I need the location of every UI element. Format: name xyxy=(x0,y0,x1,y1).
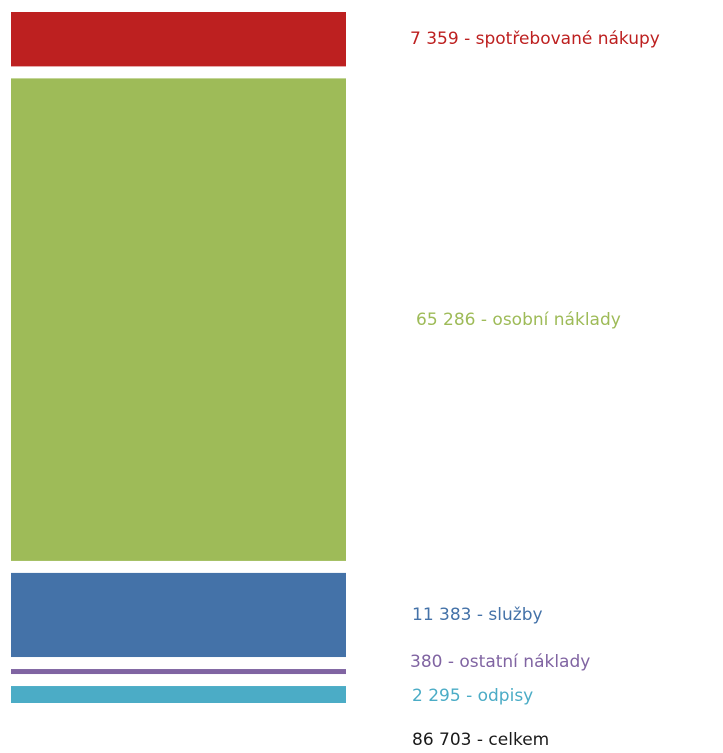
bar-label: 380 - ostatní náklady xyxy=(410,652,591,672)
bar-label: 65 286 - osobní náklady xyxy=(416,309,621,330)
bar-label: 2 295 - odpisy xyxy=(412,686,534,706)
bar-segment xyxy=(11,686,346,703)
bar-segment xyxy=(11,669,346,675)
bar-label: 11 383 - služby xyxy=(412,604,543,625)
bar-segment xyxy=(11,572,346,658)
bar-segment xyxy=(11,78,346,561)
total-label: 86 703 - celkem xyxy=(412,730,550,750)
bar-segment xyxy=(11,12,346,67)
bar-label: 7 359 - spotřebované nákupy xyxy=(410,29,660,50)
